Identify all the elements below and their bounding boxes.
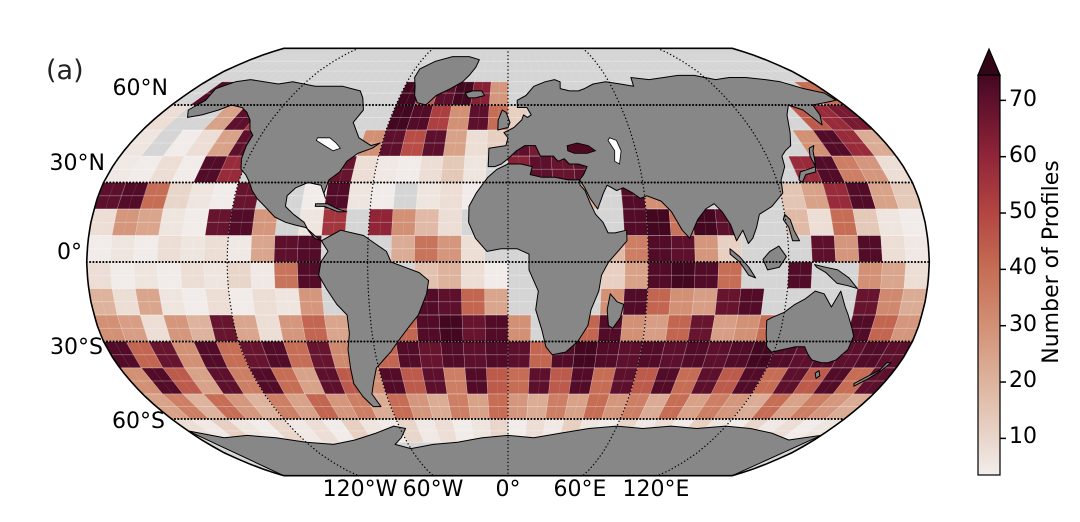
lake xyxy=(607,137,622,165)
land-masses xyxy=(187,56,892,476)
colorbar-gradient xyxy=(977,74,1001,476)
colorbar-extend-arrow xyxy=(977,47,1001,76)
heatmap-cells xyxy=(86,81,930,443)
lat-tick-label-0: 0° xyxy=(57,240,82,265)
colorbar xyxy=(977,47,1006,476)
colorbar-tick-label-40: 40 xyxy=(1009,255,1037,280)
colorbar-tick-label-50: 50 xyxy=(1009,199,1037,224)
lon-tick-label-60e: 60°E xyxy=(553,477,607,502)
colorbar-tick-label-20: 20 xyxy=(1009,368,1037,393)
panel-label: (a) xyxy=(46,55,84,86)
colorbar-tick-label-70: 70 xyxy=(1009,87,1037,112)
lat-tick-label-60s: 60°S xyxy=(112,409,165,434)
lon-tick-label-120w: 120°W xyxy=(322,477,398,502)
lat-tick-label-60n: 60°N xyxy=(112,76,168,101)
map-area xyxy=(86,48,930,476)
lat-tick-label-30s: 30°S xyxy=(50,335,103,360)
map-border xyxy=(85,47,931,477)
meridian-line xyxy=(582,48,650,476)
colorbar-tick-label-10: 10 xyxy=(1009,424,1037,449)
lake xyxy=(315,137,342,152)
lat-tick-label-30n: 30°N xyxy=(49,151,105,176)
lon-tick-label-120e: 120°E xyxy=(622,477,690,502)
lon-tick-label-60w: 60°W xyxy=(402,477,464,502)
lon-tick-label-0: 0° xyxy=(495,477,521,502)
colorbar-title: Number of Profiles xyxy=(1038,160,1064,364)
black-sea xyxy=(566,142,597,154)
colorbar-tick-label-30: 30 xyxy=(1009,312,1037,337)
colorbar-tick-label-60: 60 xyxy=(1009,143,1037,168)
meridian-line xyxy=(366,48,434,476)
